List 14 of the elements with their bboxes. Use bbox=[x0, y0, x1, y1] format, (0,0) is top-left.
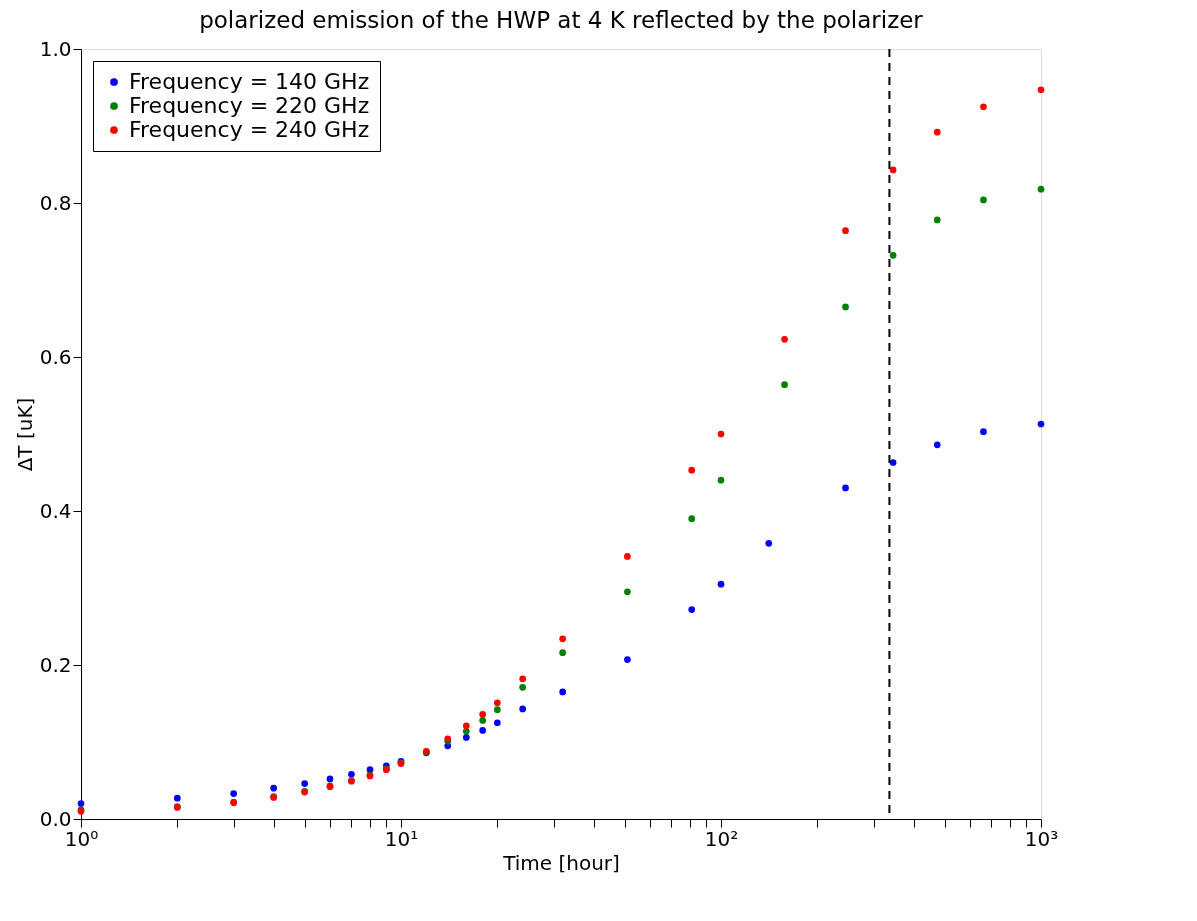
y-tick-label: 0.4 bbox=[39, 498, 72, 523]
legend-label: Frequency = 140 GHz bbox=[129, 69, 370, 94]
x-tick-label: 10¹ bbox=[384, 826, 419, 851]
y-axis-title: ΔT [uK] bbox=[12, 397, 37, 472]
y-tick-label: 0.2 bbox=[39, 652, 72, 677]
y-tick-label: 1.0 bbox=[39, 36, 72, 61]
legend-label: Frequency = 240 GHz bbox=[129, 117, 370, 142]
y-tick-label: 0.6 bbox=[39, 344, 72, 369]
x-tick-label: 10² bbox=[704, 826, 739, 851]
y-tick-label: 0.8 bbox=[39, 190, 72, 215]
x-tick-label: 10³ bbox=[1024, 826, 1059, 851]
chart-title: polarized emission of the HWP at 4 K reflected by the polarizer bbox=[199, 7, 924, 33]
x-axis-title: Time [hour] bbox=[502, 850, 620, 875]
legend-label: Frequency = 220 GHz bbox=[129, 93, 370, 118]
